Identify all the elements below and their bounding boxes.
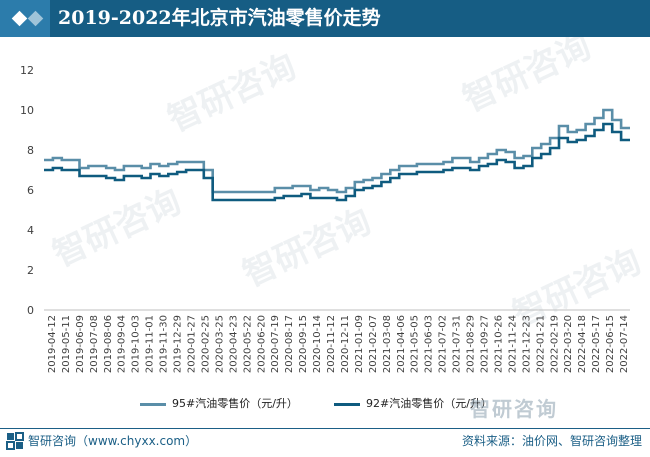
series-line-92 — [44, 122, 630, 202]
diamond-icon — [27, 10, 44, 27]
legend-label-95: 95#汽油零售价（元/升） — [172, 397, 298, 410]
x-tick-label: 2020-05-22 — [242, 315, 253, 373]
legend-swatch-92 — [334, 403, 360, 406]
x-tick-label: 2021-09-27 — [480, 315, 491, 373]
x-tick-label: 2019-08-06 — [103, 315, 114, 373]
legend-swatch-95 — [140, 403, 166, 406]
x-tick-label: 2021-05-05 — [410, 315, 421, 373]
title-bar-accent — [0, 0, 50, 37]
x-tick-label: 2020-01-27 — [187, 315, 198, 373]
x-tick-label: 2019-11-01 — [145, 315, 156, 373]
watermark-text: 智研咨询 — [162, 46, 302, 140]
x-tick-label: 2020-02-25 — [200, 315, 211, 373]
x-tick-label: 2022-01-21 — [535, 315, 546, 373]
y-tick-label: 8 — [27, 144, 34, 157]
x-tick-label: 2022-06-15 — [605, 315, 616, 373]
x-tick-label: 2020-11-12 — [326, 315, 337, 373]
x-tick-label: 2022-02-19 — [549, 315, 560, 373]
x-tick-label: 2021-07-02 — [438, 315, 449, 373]
x-tick-label: 2021-04-06 — [396, 315, 407, 373]
x-tick-label: 2021-11-24 — [507, 315, 518, 373]
brand-logo-icon — [6, 432, 24, 450]
chart-title: 2019-2022年北京市汽油零售价走势 — [58, 7, 381, 29]
x-tick-label: 2022-03-20 — [563, 315, 574, 373]
x-tick-label: 2019-12-29 — [173, 315, 184, 373]
x-tick-label: 2022-07-14 — [619, 315, 630, 373]
x-tick-label: 2020-03-25 — [214, 315, 225, 373]
x-tick-label: 2020-07-19 — [270, 315, 281, 373]
y-tick-label: 0 — [27, 304, 34, 317]
x-tick-label: 2019-11-30 — [159, 315, 170, 373]
y-tick-label: 10 — [20, 104, 34, 117]
y-tick-label: 6 — [27, 184, 34, 197]
x-tick-label: 2019-05-11 — [61, 315, 72, 373]
x-tick-label: 2019-07-08 — [89, 315, 100, 373]
x-tick-label: 2020-08-17 — [284, 315, 295, 373]
y-tick-label: 4 — [27, 224, 34, 237]
watermark-text: 智研咨询 — [457, 37, 597, 120]
x-tick-label: 2021-06-03 — [424, 315, 435, 373]
x-tick-label: 2022-04-18 — [577, 315, 588, 373]
title-bar: 2019-2022年北京市汽油零售价走势 — [0, 0, 650, 37]
x-tick-label: 2020-04-23 — [228, 315, 239, 373]
x-tick-label: 2022-05-17 — [591, 315, 602, 373]
footer-source: 资料来源：油价网、智研咨询整理 — [461, 434, 642, 448]
x-tick-label: 2021-07-31 — [452, 315, 463, 373]
x-tick-label: 2021-03-08 — [382, 315, 393, 373]
x-tick-label: 2020-09-15 — [298, 315, 309, 373]
x-tick-label: 2019-10-03 — [131, 315, 142, 373]
series-line-95 — [44, 108, 630, 194]
watermark-text: 智研咨询 — [237, 201, 377, 295]
diamond-icon — [11, 10, 28, 27]
x-tick-label: 2020-06-20 — [256, 315, 267, 373]
footer-divider — [0, 428, 650, 429]
watermark-text: 智研咨询 — [47, 181, 187, 275]
x-tick-label: 2019-04-12 — [47, 315, 58, 373]
x-tick-label: 2021-10-26 — [493, 315, 504, 373]
x-tick-label: 2021-12-23 — [521, 315, 532, 373]
x-tick-label: 2020-12-11 — [340, 315, 351, 373]
x-tick-label: 2020-10-14 — [312, 315, 323, 373]
chart-legend: 95#汽油零售价（元/升） 92#汽油零售价（元/升） — [0, 395, 650, 413]
y-tick-label: 2 — [27, 264, 34, 277]
x-tick-label: 2019-09-04 — [117, 315, 128, 373]
brand-watermark: 智研咨询 — [470, 397, 558, 421]
legend-label-92: 92#汽油零售价（元/升） — [366, 397, 492, 410]
x-tick-label: 2021-08-29 — [466, 315, 477, 373]
footer-website: 智研咨询（www.chyxx.com） — [28, 434, 198, 448]
y-tick-label: 12 — [20, 64, 34, 77]
x-tick-label: 2019-06-09 — [75, 315, 86, 373]
x-tick-label: 2021-02-07 — [368, 315, 379, 373]
x-tick-label: 2021-01-09 — [354, 315, 365, 373]
